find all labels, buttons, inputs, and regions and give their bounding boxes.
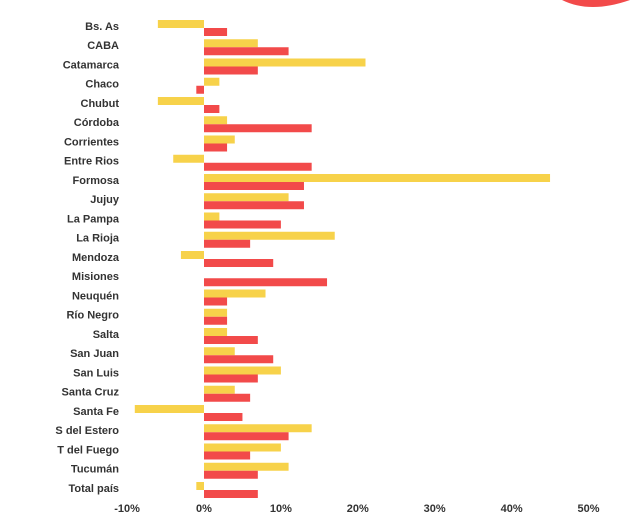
bar-series-1-santa-cruz [204, 385, 235, 394]
category-label-rio-negro: Río Negro [66, 310, 119, 322]
x-tick-label: 20% [347, 503, 369, 515]
bar-series-2-cordoba [204, 124, 312, 133]
bars-layer [134, 20, 551, 498]
x-tick-label: 40% [501, 503, 523, 515]
bar-series-2-catamarca [204, 66, 258, 75]
bar-series-1-neuquen [204, 289, 266, 298]
bar-series-1-total-pais [196, 482, 204, 490]
bar-series-2-san-luis [204, 374, 258, 383]
category-label-chaco: Chaco [85, 79, 119, 91]
category-label-formosa: Formosa [73, 175, 120, 187]
bar-series-2-tucuman [204, 470, 258, 479]
x-tick-label: 0% [196, 503, 212, 515]
bar-series-1-la-rioja [204, 231, 335, 240]
bar-series-1-tucuman [204, 462, 289, 471]
x-axis-tick-labels: -10% 0% 10% 20% 30% 40% 50% [114, 503, 599, 515]
category-label-misiones: Misiones [72, 271, 119, 283]
bar-series-1-entre-rios [173, 154, 204, 163]
bar-series-1-bs-as [157, 20, 204, 28]
category-label-chubut: Chubut [81, 98, 120, 110]
category-labels: Bs. As CABA Catamarca Chaco Chubut Córdoba Cor… [55, 21, 119, 495]
bar-series-2-total-pais [204, 490, 258, 498]
bar-series-1-s-del-estero [204, 424, 312, 433]
category-label-santa-cruz: Santa Cruz [62, 387, 120, 399]
bar-series-2-santa-fe [204, 413, 243, 421]
bar-series-2-chubut [204, 105, 220, 113]
bar-series-1-santa-fe [134, 405, 204, 413]
bar-series-2-mendoza [204, 259, 274, 267]
x-tick-label: 30% [424, 503, 446, 515]
bar-series-1-chaco [204, 77, 220, 86]
category-label-neuquen: Neuquén [72, 290, 119, 302]
bar-series-2-entre-rios [204, 162, 312, 171]
bar-series-1-la-pampa [204, 212, 220, 221]
bar-series-1-corrientes [204, 135, 235, 144]
bar-series-2-formosa [204, 182, 304, 190]
x-tick-label: -10% [114, 503, 140, 515]
category-label-san-juan: San Juan [70, 348, 119, 360]
category-label-bs-as: Bs. As [85, 21, 119, 33]
bar-series-2-caba [204, 47, 289, 56]
category-label-caba: CABA [87, 40, 119, 52]
bar-series-1-mendoza [180, 251, 204, 259]
bar-series-2-la-pampa [204, 220, 281, 229]
bar-series-1-catamarca [204, 58, 366, 67]
corner-decoration [562, 0, 630, 7]
category-label-santa-fe: Santa Fe [73, 406, 119, 418]
category-label-s-del-estero: S del Estero [55, 425, 119, 437]
bar-series-1-chubut [157, 97, 204, 105]
category-label-la-rioja: La Rioja [76, 233, 120, 245]
bar-series-2-t-del-fuego [204, 451, 251, 460]
bar-series-2-rio-negro [204, 316, 228, 325]
x-tick-label: 50% [577, 503, 599, 515]
category-label-total-pais: Total país [68, 483, 119, 495]
bar-series-2-santa-cruz [204, 393, 251, 402]
category-label-tucuman: Tucumán [71, 464, 119, 476]
bar-series-2-san-juan [204, 355, 274, 364]
bar-series-1-formosa [204, 174, 551, 182]
bar-series-2-jujuy [204, 201, 304, 210]
bar-series-1-salta [204, 328, 228, 336]
bar-series-2-corrientes [204, 143, 228, 152]
bar-series-2-s-del-estero [204, 432, 289, 441]
category-label-la-pampa: La Pampa [67, 213, 120, 225]
bar-series-1-caba [204, 39, 258, 48]
bar-series-1-san-luis [204, 366, 281, 375]
x-tick-label: 10% [270, 503, 292, 515]
bar-series-2-neuquen [204, 297, 228, 306]
category-label-cordoba: Córdoba [74, 117, 120, 129]
bar-series-2-chaco [196, 85, 204, 94]
bar-series-1-rio-negro [204, 308, 228, 317]
category-label-san-luis: San Luis [73, 367, 119, 379]
category-label-corrientes: Corrientes [64, 136, 119, 148]
bar-series-1-san-juan [204, 347, 235, 356]
category-label-catamarca: Catamarca [63, 59, 120, 71]
bar-series-1-cordoba [204, 116, 228, 125]
bar-series-2-la-rioja [204, 239, 251, 248]
category-label-mendoza: Mendoza [72, 252, 120, 264]
bar-series-2-misiones [204, 278, 328, 287]
bar-series-1-jujuy [204, 193, 289, 202]
category-label-jujuy: Jujuy [90, 194, 120, 206]
bar-series-2-salta [204, 336, 258, 344]
category-label-salta: Salta [93, 329, 120, 341]
bar-series-1-t-del-fuego [204, 443, 281, 452]
category-label-entre-rios: Entre Rios [64, 156, 119, 168]
bar-series-2-bs-as [204, 28, 228, 36]
category-label-t-del-fuego: T del Fuego [57, 444, 119, 456]
